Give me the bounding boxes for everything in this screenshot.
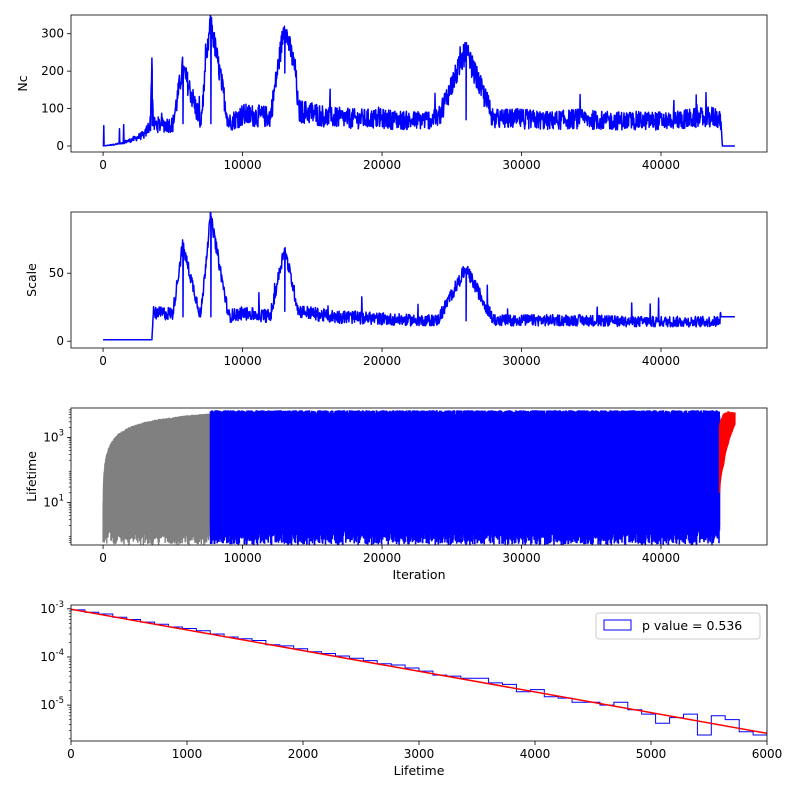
x-tick-label: 0 [99, 551, 107, 565]
x-tick-label: 30000 [502, 551, 540, 565]
y-tick-label: 10-3 [40, 600, 64, 616]
histogram-step [71, 609, 767, 736]
x-tick-label: 20000 [363, 158, 401, 172]
y-tick-label: 200 [41, 64, 64, 78]
axes-frame [70, 211, 768, 349]
y-axis-label: Scale [24, 263, 39, 297]
x-tick-label: 10000 [223, 354, 261, 368]
y-tick-label: 10-5 [40, 696, 64, 712]
x-tick-label: 2000 [288, 747, 319, 761]
x-tick-label: 1000 [172, 747, 203, 761]
x-tick-label: 4000 [520, 747, 551, 761]
data-series-line [102, 212, 736, 341]
data-series-line [102, 15, 736, 147]
x-tick-label: 20000 [363, 551, 401, 565]
legend-box [595, 612, 761, 640]
chart-panel-3: 0 10000 20000 30000 40000 101 103 Iteration Life… [24, 407, 768, 582]
y-tick-label: 0 [56, 334, 64, 348]
plot-area [71, 608, 767, 736]
lifetime-band [102, 413, 212, 545]
legend: p value = 0.536 [595, 612, 761, 640]
y-tick-label: 101 [43, 494, 64, 510]
x-tick-label: 0 [67, 747, 75, 761]
y-axis-label: Nc [15, 75, 30, 91]
y-tick-label: 50 [49, 266, 64, 280]
x-tick-label: 5000 [636, 747, 667, 761]
legend-swatch [603, 619, 632, 631]
y-tick-label: 10-4 [40, 648, 64, 664]
x-tick-label: 30000 [502, 354, 540, 368]
plot-area [102, 212, 736, 341]
x-axis-label: Iteration [392, 567, 445, 582]
chart-panel-1: 0 10000 20000 30000 40000 0 100 200 300 Nc [15, 14, 768, 172]
x-tick-label: 40000 [642, 354, 680, 368]
y-tick-label: 300 [41, 27, 64, 41]
x-tick-label: 30000 [502, 158, 540, 172]
axes-frame [70, 407, 768, 546]
plot-area [102, 410, 736, 545]
x-tick-label: 20000 [363, 354, 401, 368]
y-tick-label: 103 [43, 428, 64, 444]
x-tick-label: 6000 [752, 747, 783, 761]
y-axis-label: Lifetime [24, 451, 39, 502]
legend-label: p value = 0.536 [642, 618, 742, 633]
x-tick-label: 40000 [642, 158, 680, 172]
plot-area [102, 15, 736, 147]
x-tick-label: 0 [99, 158, 107, 172]
x-tick-label: 3000 [404, 747, 435, 761]
lifetime-band [718, 411, 736, 493]
y-tick-label: 0 [56, 139, 64, 153]
fit-line [71, 608, 767, 735]
x-tick-label: 10000 [223, 551, 261, 565]
axes-frame [70, 14, 768, 153]
chart-panel-2: 0 10000 20000 30000 40000 0 50 Scale [24, 211, 768, 368]
x-axis-label: Lifetime [394, 763, 445, 778]
y-tick-label: 100 [41, 102, 64, 116]
x-tick-label: 40000 [642, 551, 680, 565]
x-tick-label: 0 [99, 354, 107, 368]
chart-panel-4: p value = 0.536 0 1000 2000 3000 4000 5000 6000… [40, 600, 782, 778]
lifetime-band [209, 410, 721, 545]
x-tick-label: 10000 [223, 158, 261, 172]
